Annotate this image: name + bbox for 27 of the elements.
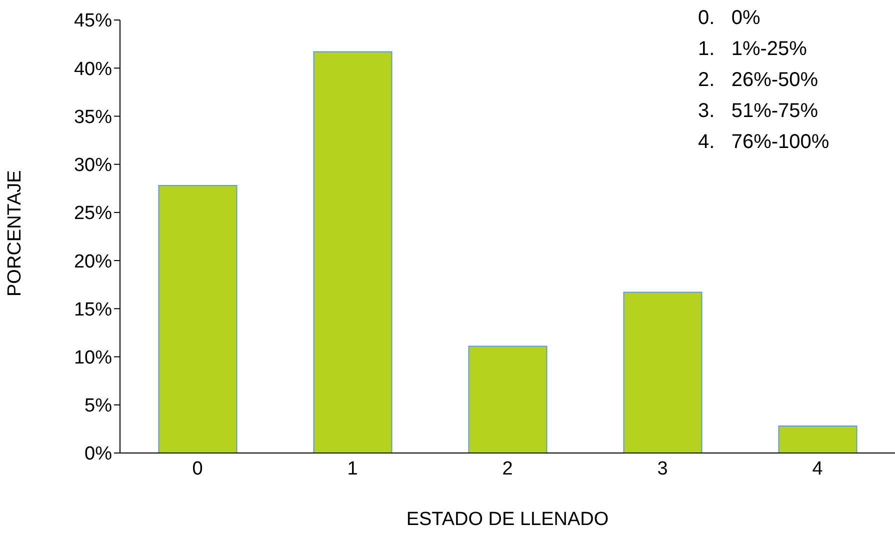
x-tick-label: 4 — [812, 458, 824, 480]
y-tick-label: 15% — [74, 299, 112, 320]
bar — [468, 346, 548, 453]
annotation: 2. 26%-50% — [698, 68, 820, 93]
y-tick-label: 20% — [74, 251, 112, 272]
annotation: 4. 76%-100% — [698, 130, 830, 155]
y-tick-label: 10% — [74, 348, 112, 369]
bar — [158, 185, 238, 453]
y-tick-label: 35% — [74, 106, 112, 128]
x-tick-label: 3 — [657, 458, 668, 480]
annotation: 3. 51%-75% — [698, 99, 820, 124]
bar — [623, 292, 702, 453]
y-tick-label: 5% — [84, 396, 112, 417]
x-tick-label: 1 — [347, 458, 358, 480]
x-tick-label: 0 — [192, 458, 203, 480]
y-tick-label: 45% — [74, 10, 112, 32]
bar — [778, 426, 858, 453]
y-tick-label: 30% — [74, 155, 112, 176]
annotation: 0. 0% — [698, 6, 762, 31]
x-tick-label: 2 — [502, 458, 513, 480]
y-tick-label: 25% — [74, 203, 112, 224]
y-tick-label: 0% — [84, 444, 112, 465]
annotation: 1. 1%-25% — [698, 37, 808, 62]
x-axis-title: ESTADO DE LLENADO — [406, 509, 609, 530]
y-tick-label: 40% — [74, 58, 112, 80]
y-axis-title: PORCENTAJE — [4, 170, 26, 296]
bar — [313, 51, 392, 453]
